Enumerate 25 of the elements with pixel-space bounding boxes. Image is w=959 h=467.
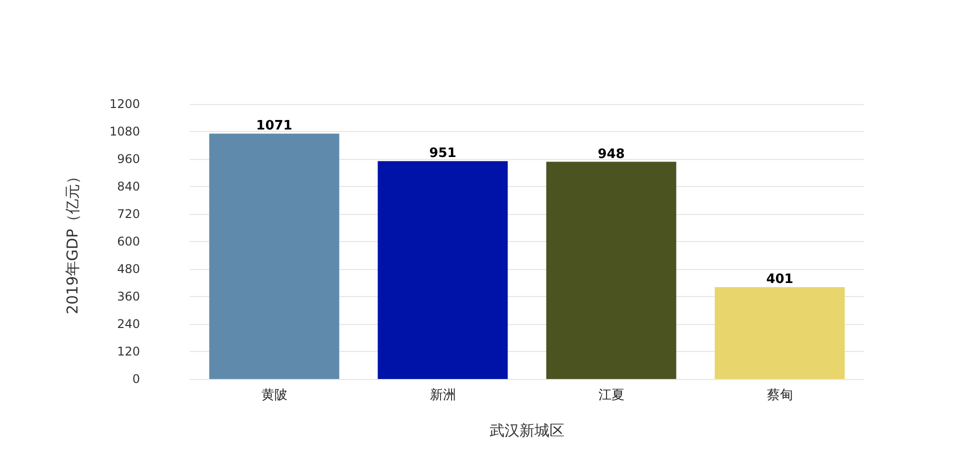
y-tick-label: 120 xyxy=(117,344,140,358)
data-label: 951 xyxy=(429,146,456,162)
y-tick-label: 480 xyxy=(117,262,140,276)
bar xyxy=(546,162,676,379)
y-tick-label: 0 xyxy=(132,372,140,386)
x-tick-label: 江夏 xyxy=(598,388,624,403)
y-tick-label: 720 xyxy=(117,207,140,221)
bar xyxy=(378,161,508,379)
y-tick-label: 1080 xyxy=(109,124,140,138)
x-tick-label: 蔡甸 xyxy=(766,388,793,403)
y-tick-label: 1200 xyxy=(109,97,140,111)
data-label: 948 xyxy=(598,146,625,162)
bar xyxy=(714,287,845,379)
y-tick-label: 360 xyxy=(117,290,140,304)
data-label: 401 xyxy=(766,272,794,288)
x-axis-title: 武汉新城区 xyxy=(490,422,564,440)
data-label: 1071 xyxy=(256,118,292,134)
bar xyxy=(209,134,340,379)
x-tick-label: 新洲 xyxy=(430,388,456,403)
y-tick-label: 840 xyxy=(117,180,140,194)
x-tick-label: 黄陂 xyxy=(261,388,288,403)
y-tick-label: 960 xyxy=(117,152,140,166)
y-axis-title: 2019年GDP（亿元） xyxy=(64,168,82,314)
y-tick-label: 600 xyxy=(117,234,140,248)
y-tick-label: 240 xyxy=(117,317,140,331)
